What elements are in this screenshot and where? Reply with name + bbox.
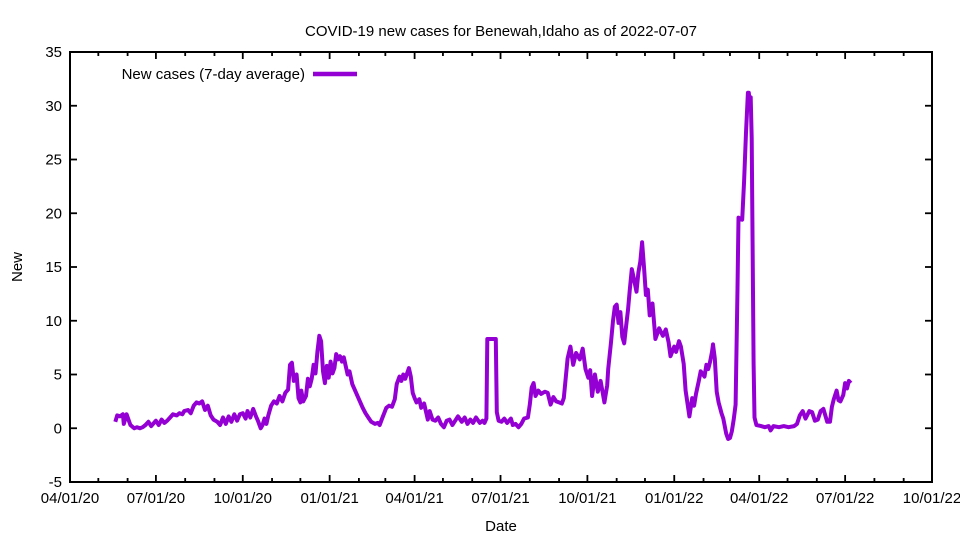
y-tick-label: 15 [45, 259, 62, 276]
y-tick-label: 0 [54, 420, 62, 437]
cases-line-series [113, 90, 853, 441]
x-tick-label: 01/01/22 [645, 490, 703, 507]
x-tick-label: 10/01/20 [214, 490, 272, 507]
plot-border [69, 51, 933, 483]
x-tick-label: 10/01/21 [558, 490, 616, 507]
x-tick-label: 04/01/22 [730, 490, 788, 507]
y-tick-label: -5 [49, 474, 62, 491]
x-tick-label: 10/01/22 [903, 490, 960, 507]
y-tick-label: 25 [45, 152, 62, 169]
y-tick-label: 10 [45, 313, 62, 330]
x-tick-label: 04/01/21 [385, 490, 443, 507]
x-tick-label: 07/01/21 [471, 490, 529, 507]
y-tick-label: 30 [45, 98, 62, 115]
chart-title: COVID-19 new cases for Benewah,Idaho as … [305, 23, 697, 40]
x-axis-label: Date [485, 518, 517, 535]
y-tick-label: 5 [54, 367, 62, 384]
axis-tick-labels: 04/01/20 07/01/20 10/01/20 01/01/21 04/01/21… [41, 44, 960, 507]
y-tick-label: 20 [45, 205, 62, 222]
x-tick-label: 01/01/21 [300, 490, 358, 507]
y-tick-label: 35 [45, 44, 62, 61]
x-tick-label: 07/01/22 [816, 490, 874, 507]
legend-label: New cases (7-day average) [122, 66, 305, 83]
axis-ticks [69, 51, 933, 483]
x-tick-label: 07/01/20 [127, 490, 185, 507]
x-tick-label: 04/01/20 [41, 490, 99, 507]
y-axis-label: New [9, 252, 26, 282]
legend: New cases (7-day average) [122, 66, 357, 83]
